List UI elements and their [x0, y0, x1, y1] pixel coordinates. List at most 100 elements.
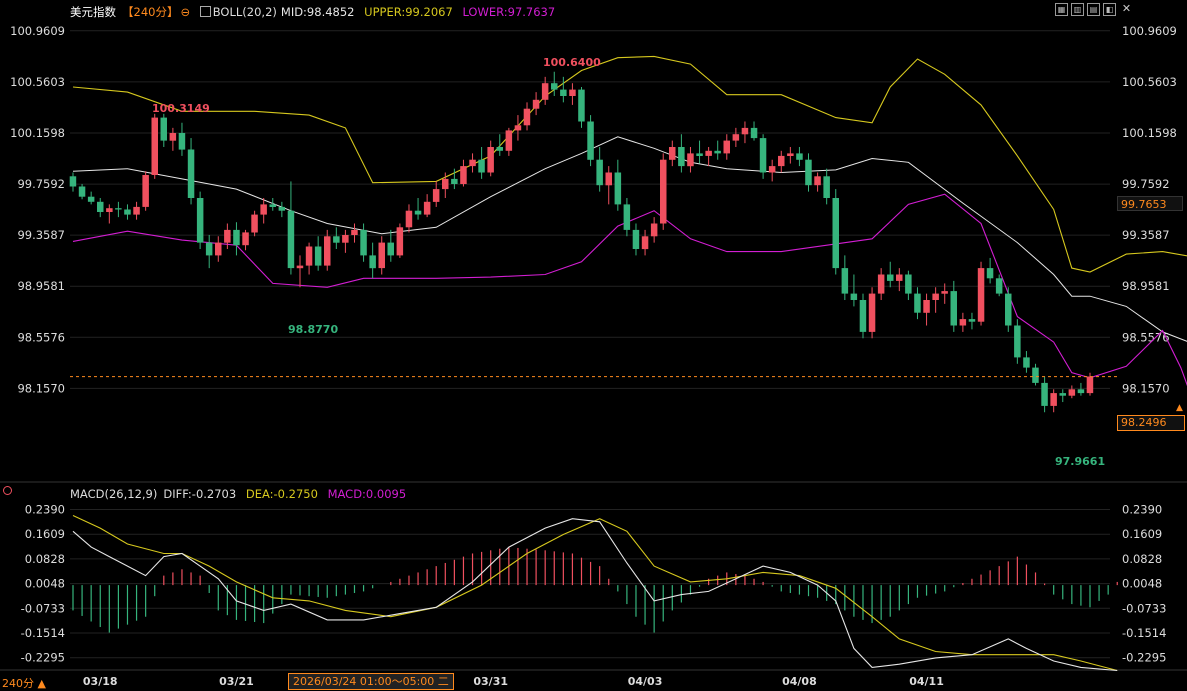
panel-icon[interactable]: ▥ — [1071, 3, 1084, 16]
candle-body — [1005, 293, 1012, 326]
period-tag[interactable]: 【240分】 — [122, 5, 179, 19]
candle-body — [814, 176, 821, 186]
macd-header: MACD(26,12,9) DIFF:-0.2703 DEA:-0.2750 MA… — [70, 487, 412, 501]
candle-body — [1059, 393, 1066, 396]
period-selector-label: 240分 — [2, 677, 34, 690]
candle-body — [877, 274, 885, 294]
layout-icon[interactable]: ▤ — [1087, 3, 1100, 16]
candle-body — [778, 155, 785, 167]
indicator-name: BOLL(20,2) — [212, 5, 277, 19]
candle-body — [796, 153, 803, 160]
candle-body — [914, 293, 921, 313]
price-axis-label-right: 98.5576 — [1122, 330, 1170, 344]
macd-axis-label-right: 0.0048 — [1122, 577, 1162, 591]
candle-body — [514, 125, 522, 131]
candle-body — [587, 121, 594, 160]
candle-body — [650, 223, 658, 237]
candle-body — [1077, 389, 1085, 394]
price-alert-icon[interactable]: ▲ — [1176, 403, 1183, 413]
candle-body — [950, 291, 957, 326]
period-selector[interactable]: 240分 ▲ — [2, 675, 46, 691]
candle-body — [378, 242, 385, 269]
candle-body — [696, 153, 703, 156]
macd-axis-label-left: 0.1609 — [25, 527, 65, 541]
x-axis-label: 03/21 — [219, 675, 254, 688]
high-annotation-2: 100.6400 — [543, 56, 601, 69]
x-axis-label: 04/11 — [909, 675, 944, 688]
candle-body — [986, 268, 994, 279]
price-axis-label-left: 99.7592 — [17, 177, 65, 191]
period-dropdown-icon: ▲ — [37, 677, 46, 690]
candle-body — [160, 117, 167, 141]
candle-body — [759, 138, 767, 173]
close-icon[interactable]: ✕ — [1121, 2, 1132, 15]
macd-axis-label-right: -0.2295 — [1122, 651, 1166, 665]
candle-body — [1050, 393, 1057, 406]
boll-upper-line — [72, 55, 1187, 273]
candle-body — [714, 150, 721, 154]
candle-body — [451, 178, 458, 184]
macd-axis-label-right: -0.0733 — [1122, 601, 1166, 615]
candle-body — [469, 159, 476, 167]
high-annotation-1: 100.3149 — [152, 102, 210, 115]
candle-body — [977, 268, 985, 322]
price-axis-label-right: 98.9581 — [1122, 279, 1170, 293]
candle-body — [968, 319, 976, 322]
candle-body — [233, 229, 240, 246]
candle-body — [1032, 367, 1039, 383]
candle-body — [741, 127, 749, 135]
dea-line — [72, 515, 1118, 672]
x-axis-label: 04/03 — [628, 675, 663, 688]
candle-body — [1068, 389, 1076, 396]
price-axis-label-left: 98.1570 — [17, 381, 65, 395]
candle-body — [750, 127, 758, 139]
chart-header: 美元指数 【240分】 ⊖ BOLL(20,2) MID:98.4852 UPPER:… — [70, 4, 561, 20]
panel-marker-icon[interactable] — [3, 486, 12, 495]
indicator-icon[interactable] — [199, 6, 211, 17]
macd-diff-value: DIFF:-0.2703 — [163, 487, 237, 501]
macd-axis-label-left: 0.2390 — [25, 502, 65, 516]
candle-body — [723, 140, 730, 154]
candle-body — [305, 246, 313, 266]
candle-body — [224, 229, 231, 243]
price-axis-label-left: 99.3587 — [17, 228, 65, 242]
candle-body — [342, 235, 349, 243]
candle-body — [660, 159, 667, 224]
candle-body — [905, 274, 912, 294]
candle-body — [805, 159, 812, 186]
candle-body — [669, 147, 676, 160]
candle-body — [187, 149, 195, 198]
candle-body — [823, 176, 830, 198]
candle-body — [732, 134, 740, 141]
candle-body — [768, 166, 776, 173]
crosshair-time-label: 2026/03/24 01:00～05:00 二 — [288, 673, 454, 690]
candle-body — [787, 153, 794, 156]
boll-upper-value: UPPER:99.2067 — [364, 5, 453, 19]
candle-body — [106, 208, 113, 212]
candle-body — [923, 300, 930, 313]
macd-axis-label-right: 0.0828 — [1122, 552, 1162, 566]
candle-body — [460, 166, 467, 184]
candle-body — [169, 133, 177, 141]
candle-body — [69, 176, 77, 187]
x-axis-label: 04/08 — [782, 675, 817, 688]
macd-value: MACD:0.0095 — [327, 487, 407, 501]
candle-body — [124, 209, 131, 215]
candle-body — [269, 204, 276, 207]
boll-lower-line — [72, 193, 1187, 387]
candle-body — [1014, 325, 1021, 358]
candle-body — [932, 293, 939, 300]
x-axis-label: 03/31 — [473, 675, 508, 688]
candle-body — [687, 153, 694, 167]
price-axis-label-right: 99.7592 — [1122, 177, 1170, 191]
candle-body — [287, 210, 295, 269]
grid-icon[interactable]: ▦ — [1055, 3, 1068, 16]
candle-body — [578, 89, 585, 122]
candle-body — [296, 265, 304, 269]
candle-body — [260, 204, 267, 215]
window-icon[interactable]: ◧ — [1103, 3, 1116, 16]
candle-body — [205, 242, 213, 256]
period-settings-icon[interactable]: ⊖ — [180, 5, 191, 19]
candle-body — [487, 147, 494, 173]
